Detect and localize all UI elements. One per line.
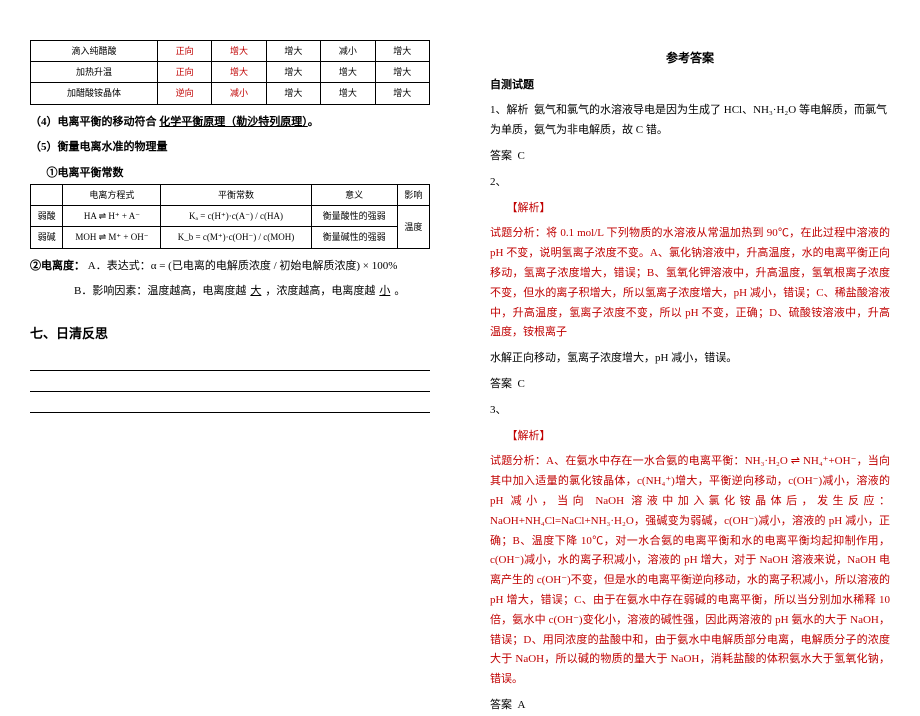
self-test-heading: 自测试题 bbox=[490, 76, 890, 96]
table-cell: 增大 bbox=[321, 62, 375, 83]
left-page: 滴入纯醋酸正向增大增大减小增大加热升温正向增大增大增大增大加醋酸铵晶体逆向减小增… bbox=[0, 0, 460, 651]
line-5: （5）衡量电离水准的物理量 bbox=[30, 138, 430, 158]
q1: 1、解析 氨气和氯气的水溶液导电是因为生成了 HCl、NH₃·H₂O 等电解质，… bbox=[490, 101, 890, 141]
q3-text: 试题分析：A、在氨水中存在一水合氨的电离平衡：NH₃·H₂O ⇌ NH₄⁺+OH… bbox=[490, 452, 890, 690]
q1-text: 氨气和氯气的水溶液导电是因为生成了 HCl、NH₃·H₂O 等电解质，而氯气为单… bbox=[490, 104, 887, 136]
q3-ans-label: 答案 bbox=[490, 699, 512, 711]
line6-a: A．表达式：α = (已电离的电解质浓度 / 初始电解质浓度) × 100% bbox=[88, 260, 398, 272]
t2-h0 bbox=[31, 184, 63, 205]
table-cell: 增大 bbox=[266, 41, 320, 62]
q1-ans: C bbox=[518, 150, 525, 162]
table-cell: 加醋酸铵晶体 bbox=[31, 83, 158, 104]
answers-title: 参考答案 bbox=[490, 48, 890, 70]
table-cell: 增大 bbox=[375, 62, 429, 83]
table-cell: 增大 bbox=[266, 83, 320, 104]
t2-h4: 影响 bbox=[397, 184, 429, 205]
line-4: （4）电离平衡的移动符合 化学平衡原理（勒沙特列原理）。 bbox=[30, 113, 430, 133]
table-cell: 滴入纯醋酸 bbox=[31, 41, 158, 62]
q3-jiexi: 【解析】 bbox=[490, 427, 890, 447]
table-effects: 滴入纯醋酸正向增大增大减小增大加热升温正向增大增大增大增大加醋酸铵晶体逆向减小增… bbox=[30, 40, 430, 105]
q2-text2: 水解正向移动，氢离子浓度增大，pH 减小，错误。 bbox=[490, 349, 890, 369]
table-cell: 增大 bbox=[212, 62, 266, 83]
q2-ans-label: 答案 bbox=[490, 378, 512, 390]
q2-jiexi: 【解析】 bbox=[490, 199, 890, 219]
section-7: 七、日清反思 bbox=[30, 322, 430, 345]
blank2: 小 bbox=[375, 285, 394, 297]
table-cell: 正向 bbox=[157, 41, 211, 62]
blank-line-1 bbox=[30, 352, 430, 371]
table-row: 加热升温正向增大增大增大增大 bbox=[31, 62, 430, 83]
q1-ans-label: 答案 bbox=[490, 150, 512, 162]
q2-answer: 答案 C bbox=[490, 375, 890, 395]
line6-b-row: B．影响因素：温度越高，电离度越大，浓度越高，电离度越小。 bbox=[30, 282, 430, 302]
t2-h2: 平衡常数 bbox=[161, 184, 311, 205]
t2-row-acid: 弱酸 HA ⇌ H⁺ + A⁻ Kₐ = c(H⁺)·c(A⁻) / c(HA)… bbox=[31, 206, 430, 227]
t2-base-eq: MOH ⇌ M⁺ + OH⁻ bbox=[63, 227, 161, 248]
blank1: 大 bbox=[246, 285, 265, 297]
line4-text: （4）电离平衡的移动符合 bbox=[30, 116, 157, 128]
t2-acid-label: 弱酸 bbox=[31, 206, 63, 227]
q1-answer: 答案 C bbox=[490, 147, 890, 167]
table-cell: 增大 bbox=[375, 41, 429, 62]
table-cell: 减小 bbox=[212, 83, 266, 104]
table-row: 加醋酸铵晶体逆向减小增大增大增大 bbox=[31, 83, 430, 104]
q2-ans: C bbox=[518, 378, 525, 390]
ionization-degree: ②电离度： A．表达式：α = (已电离的电解质浓度 / 初始电解质浓度) × … bbox=[30, 257, 430, 277]
line6-label: ②电离度： bbox=[30, 260, 85, 272]
t2-acid-eq: HA ⇌ H⁺ + A⁻ bbox=[63, 206, 161, 227]
table-cell: 增大 bbox=[375, 83, 429, 104]
right-page: 参考答案 自测试题 1、解析 氨气和氯气的水溶液导电是因为生成了 HCl、NH₃… bbox=[460, 0, 920, 651]
t2-h3: 意义 bbox=[311, 184, 397, 205]
q1-label: 1、解析 bbox=[490, 104, 529, 116]
t2-base-meaning: 衡量碱性的强弱 bbox=[311, 227, 397, 248]
table-cell: 加热升温 bbox=[31, 62, 158, 83]
table-cell: 逆向 bbox=[157, 83, 211, 104]
t2-acid-k: Kₐ = c(H⁺)·c(A⁻) / c(HA) bbox=[161, 206, 311, 227]
q2-num: 2、 bbox=[490, 173, 890, 193]
t2-base-k: K_b = c(M⁺)·c(OH⁻) / c(MOH) bbox=[161, 227, 311, 248]
t2-effect: 温度 bbox=[397, 206, 429, 248]
table-cell: 增大 bbox=[212, 41, 266, 62]
line6-b-mid: ，浓度越高，电离度越 bbox=[265, 285, 375, 297]
t2-header-row: 电离方程式 平衡常数 意义 影响 bbox=[31, 184, 430, 205]
blank-line-2 bbox=[30, 373, 430, 392]
table-constants: 电离方程式 平衡常数 意义 影响 弱酸 HA ⇌ H⁺ + A⁻ Kₐ = c(… bbox=[30, 184, 430, 249]
q3-num: 3、 bbox=[490, 401, 890, 421]
line6-b-end: 。 bbox=[394, 285, 405, 297]
t2-h1: 电离方程式 bbox=[63, 184, 161, 205]
table-row: 滴入纯醋酸正向增大增大减小增大 bbox=[31, 41, 430, 62]
line4-link: 化学平衡原理（勒沙特列原理） bbox=[159, 116, 308, 128]
t2-row-base: 弱碱 MOH ⇌ M⁺ + OH⁻ K_b = c(M⁺)·c(OH⁻) / c… bbox=[31, 227, 430, 248]
table1-body: 滴入纯醋酸正向增大增大减小增大加热升温正向增大增大增大增大加醋酸铵晶体逆向减小增… bbox=[31, 41, 430, 105]
table-cell: 减小 bbox=[321, 41, 375, 62]
table-cell: 增大 bbox=[321, 83, 375, 104]
q3-ans: A bbox=[518, 699, 526, 711]
q2-text1: 试题分析：将 0.1 mol/L 下列物质的水溶液从常温加热到 90℃，在此过程… bbox=[490, 224, 890, 343]
q3-answer: 答案 A bbox=[490, 696, 890, 716]
t2-acid-meaning: 衡量酸性的强弱 bbox=[311, 206, 397, 227]
table-cell: 增大 bbox=[266, 62, 320, 83]
line5-sub1: ①电离平衡常数 bbox=[30, 164, 430, 184]
table-cell: 正向 bbox=[157, 62, 211, 83]
blank-line-3 bbox=[30, 394, 430, 413]
line6-b: B．影响因素：温度越高，电离度越 bbox=[74, 285, 246, 297]
t2-base-label: 弱碱 bbox=[31, 227, 63, 248]
